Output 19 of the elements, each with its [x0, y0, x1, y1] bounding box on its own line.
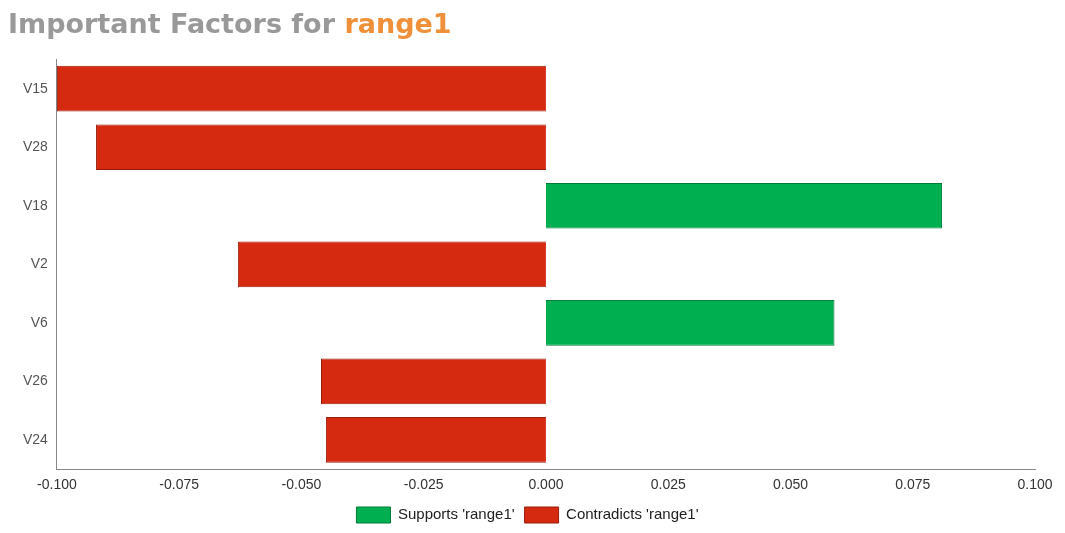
y-tick-label: V15 — [22, 79, 49, 96]
x-tick-label: -0.050 — [281, 476, 322, 493]
x-tick-label: -0.075 — [159, 476, 200, 493]
x-tick-label: 0.000 — [528, 476, 564, 493]
x-tick-label: 0.100 — [1017, 476, 1053, 493]
chart-title: Important Factors for range1 — [8, 8, 452, 39]
x-tick-label: 0.075 — [895, 476, 931, 493]
y-tick-label: V18 — [22, 196, 49, 213]
y-tick-label: V26 — [22, 372, 49, 389]
legend-label: Contradicts 'range1' — [566, 505, 699, 523]
x-tick-label: -0.100 — [37, 476, 77, 493]
x-tick-label: 0.050 — [772, 476, 809, 493]
y-tick-label: V6 — [30, 313, 49, 330]
y-tick-label: V2 — [30, 255, 49, 272]
y-tick-label: V28 — [22, 138, 49, 155]
y-tick-label: V24 — [22, 430, 49, 447]
x-tick-label: -0.025 — [403, 476, 444, 493]
legend-label: Supports 'range1' — [397, 505, 515, 523]
x-tick-label: 0.025 — [650, 476, 686, 493]
